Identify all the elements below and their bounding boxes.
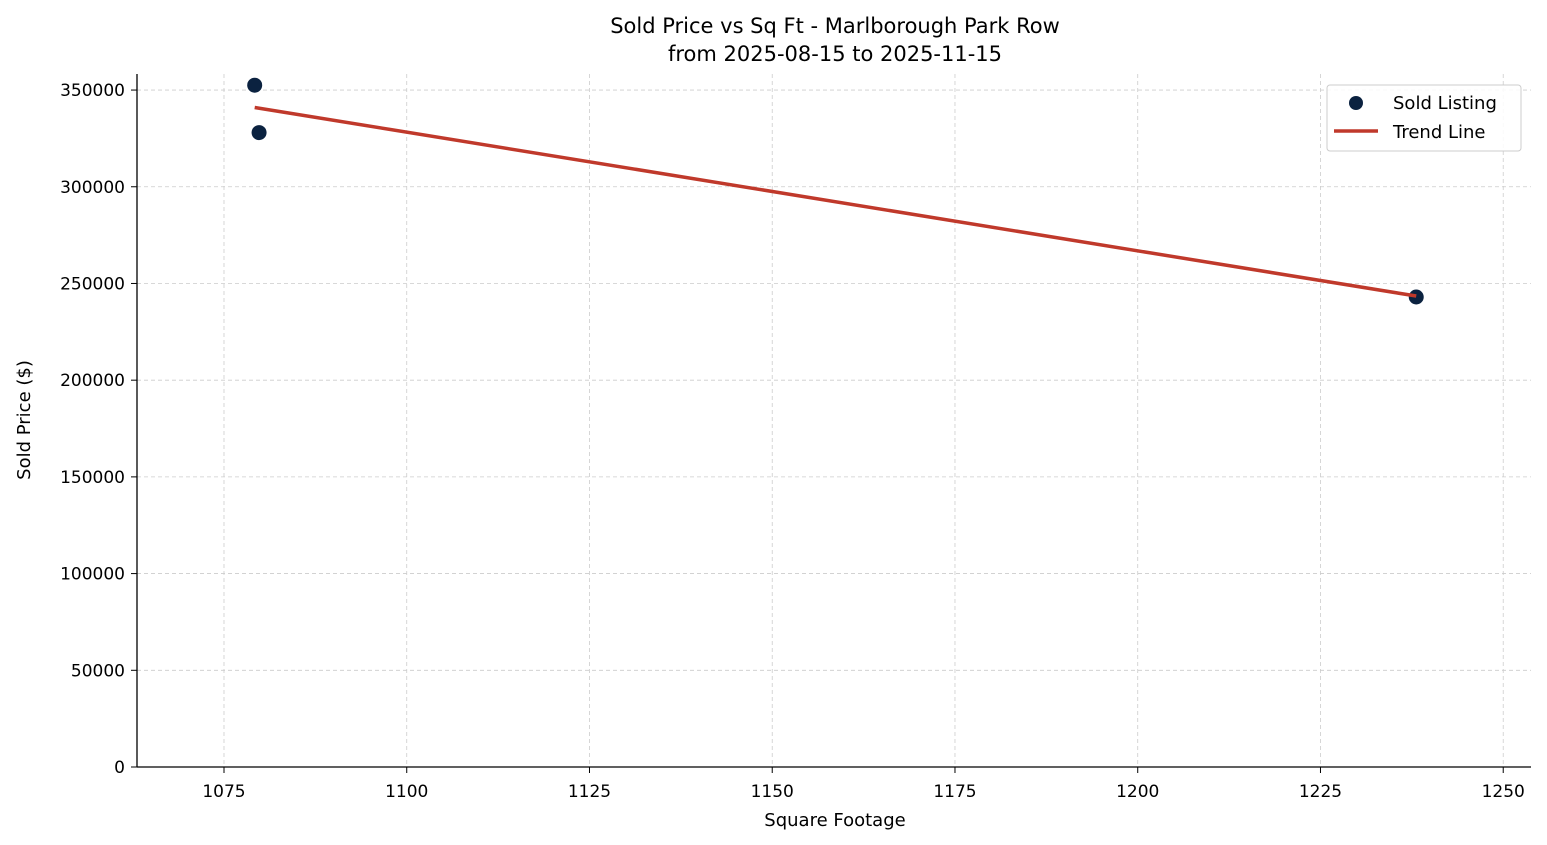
x-tick-label: 1075 — [202, 782, 245, 802]
x-tick-label: 1200 — [1116, 782, 1159, 802]
grid — [137, 74, 1531, 768]
legend-label-trend-line: Trend Line — [1392, 122, 1486, 143]
data-point — [251, 125, 267, 141]
data-point — [1408, 289, 1424, 305]
legend: Sold Listing Trend Line — [1326, 84, 1522, 152]
y-tick-label: 50000 — [71, 661, 125, 681]
chart-subtitle: from 2025-08-15 to 2025-11-15 — [668, 42, 1002, 66]
marks — [247, 77, 1424, 305]
data-point — [247, 77, 263, 93]
y-tick-label: 200000 — [60, 371, 125, 391]
ticks: 1075 1100 1125 1150 1175 1200 1225 1250 0 50000 10… — [60, 81, 1525, 802]
x-tick-label: 1250 — [1482, 782, 1525, 802]
y-tick-label: 100000 — [60, 565, 125, 585]
x-tick-label: 1100 — [385, 782, 428, 802]
y-tick-label: 0 — [114, 758, 125, 778]
chart-title: Sold Price vs Sq Ft - Marlborough Park R… — [610, 14, 1060, 38]
x-tick-label: 1150 — [751, 782, 794, 802]
y-tick-label: 250000 — [60, 274, 125, 294]
trend-line — [254, 105, 1417, 298]
y-tick-label: 350000 — [60, 81, 125, 101]
x-tick-label: 1125 — [568, 782, 611, 802]
x-tick-label: 1175 — [933, 782, 976, 802]
x-tick-label: 1225 — [1299, 782, 1342, 802]
x-axis-label: Square Footage — [764, 810, 905, 831]
legend-box — [1326, 84, 1522, 152]
y-tick-label: 150000 — [60, 468, 125, 488]
legend-label-sold-listing: Sold Listing — [1393, 93, 1497, 114]
y-axis-label: Sold Price ($) — [14, 360, 35, 480]
legend-marker-sold-listing — [1349, 96, 1363, 110]
y-tick-label: 300000 — [60, 178, 125, 198]
